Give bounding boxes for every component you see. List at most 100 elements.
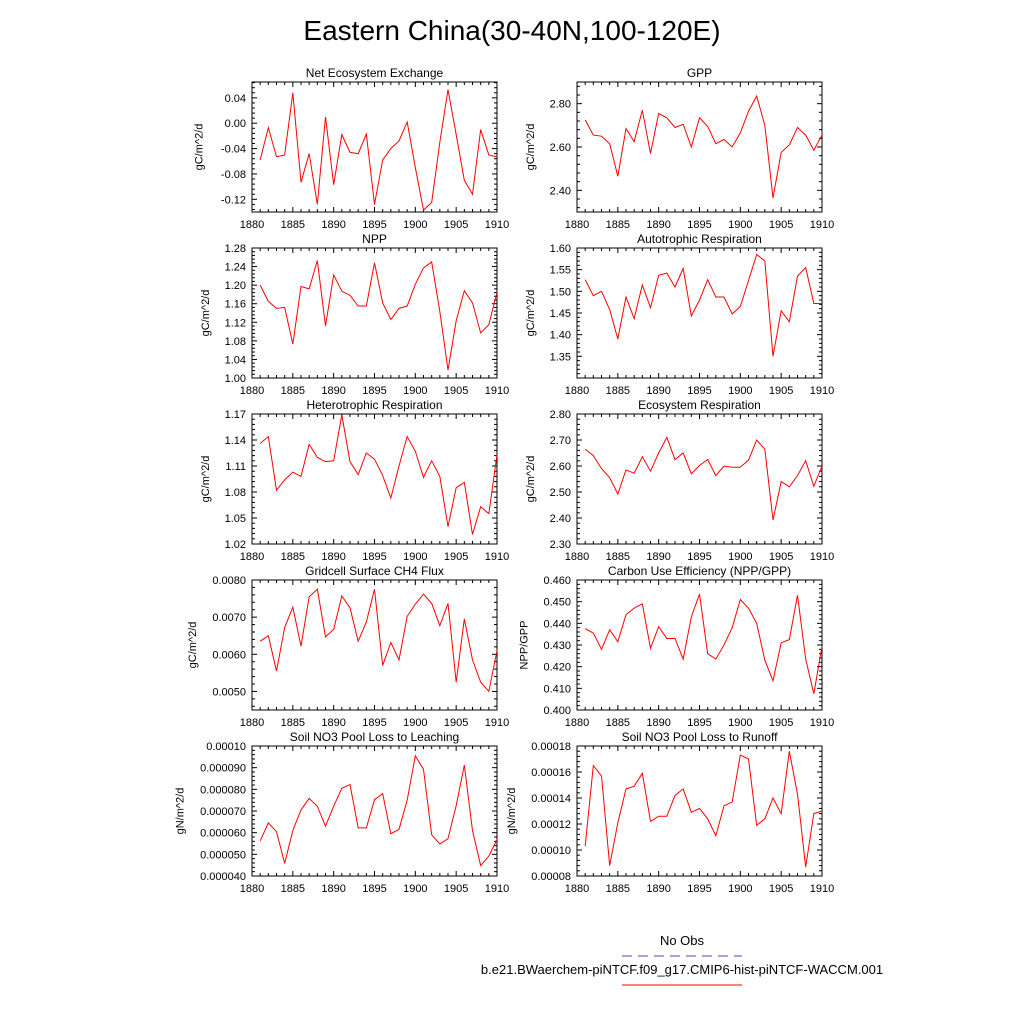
x-tick-label: 1890 bbox=[321, 883, 345, 895]
y-tick-label: 0.420 bbox=[543, 662, 571, 674]
panel-autotrophic-respiration: Autotrophic Respiration 1880 1885 1890 1895 1… bbox=[525, 232, 834, 397]
y-tick-label: 0.0050 bbox=[212, 686, 246, 698]
y-tick-label: 0.000080 bbox=[200, 784, 246, 796]
x-tick-label: 1880 bbox=[565, 219, 589, 231]
series-line bbox=[259, 754, 498, 867]
panel-title: Ecosystem Respiration bbox=[638, 398, 761, 412]
x-tick-label: 1895 bbox=[362, 883, 386, 895]
y-tick-label: 2.40 bbox=[550, 513, 571, 525]
y-tick-label: 0.0070 bbox=[212, 612, 246, 624]
x-tick-label: 1905 bbox=[444, 717, 468, 729]
y-tick-label: 1.16 bbox=[225, 299, 246, 311]
y-tick-label: 0.0080 bbox=[212, 575, 246, 587]
panel-soil-no3-pool-loss-to-runoff: Soil NO3 Pool Loss to Runoff 1880 1885 1890… bbox=[506, 730, 834, 895]
x-tick-label: 1880 bbox=[240, 385, 264, 397]
x-tick-label: 1890 bbox=[646, 219, 670, 231]
panel-title: Autotrophic Respiration bbox=[637, 232, 762, 246]
y-tick-label: 1.20 bbox=[225, 280, 246, 292]
x-tick-label: 1910 bbox=[485, 385, 509, 397]
y-tick-label: 1.50 bbox=[550, 286, 571, 298]
panel-title: Heterotrophic Respiration bbox=[306, 398, 442, 412]
y-axis-label: NPP/GPP bbox=[519, 621, 531, 670]
y-axis-label: gN/m^2/d bbox=[175, 788, 187, 835]
x-tick-label: 1880 bbox=[240, 219, 264, 231]
plot-frame bbox=[251, 81, 498, 213]
y-tick-label: 0.00014 bbox=[531, 793, 571, 805]
panel-npp: NPP 1880 1885 1890 1895 1900 1905 1910 1.00 1.04 1… bbox=[200, 232, 509, 397]
x-tick-label: 1880 bbox=[240, 551, 264, 563]
panel-title: Net Ecosystem Exchange bbox=[306, 66, 444, 80]
y-tick-label: 1.28 bbox=[225, 243, 246, 255]
y-tick-label: 1.12 bbox=[225, 317, 246, 329]
y-tick-label: 0.450 bbox=[543, 597, 571, 609]
series-line bbox=[584, 94, 823, 199]
x-tick-label: 1910 bbox=[810, 717, 834, 729]
panel-gpp: GPP 1880 1885 1890 1895 1900 1905 1910 2.40 2.60 2… bbox=[525, 66, 834, 231]
y-tick-label: -0.08 bbox=[221, 169, 246, 181]
y-axis-label: gC/m^2/d bbox=[194, 124, 206, 171]
legend-label-no-obs: No Obs bbox=[660, 933, 705, 948]
x-tick-label: 1910 bbox=[485, 883, 509, 895]
y-tick-label: 1.35 bbox=[550, 351, 571, 363]
y-tick-label: 2.60 bbox=[550, 461, 571, 473]
x-tick-label: 1910 bbox=[810, 883, 834, 895]
x-tick-label: 1905 bbox=[444, 385, 468, 397]
x-tick-label: 1895 bbox=[687, 219, 711, 231]
y-axis-label: gN/m^2/d bbox=[506, 788, 518, 835]
plot-frame bbox=[251, 579, 498, 711]
series-line bbox=[584, 436, 823, 521]
x-tick-label: 1905 bbox=[444, 883, 468, 895]
x-tick-label: 1910 bbox=[810, 385, 834, 397]
x-tick-label: 1885 bbox=[606, 551, 630, 563]
y-tick-label: 0.000070 bbox=[200, 806, 246, 818]
y-tick-label: 0.000050 bbox=[200, 849, 246, 861]
x-tick-label: 1890 bbox=[321, 219, 345, 231]
x-tick-label: 1885 bbox=[606, 883, 630, 895]
x-tick-label: 1890 bbox=[646, 551, 670, 563]
panel-gridcell-surface-ch4-flux: Gridcell Surface CH4 Flux 1880 1885 1890 189… bbox=[187, 564, 509, 729]
x-tick-label: 1890 bbox=[646, 883, 670, 895]
series-line bbox=[259, 260, 498, 371]
x-tick-label: 1900 bbox=[728, 385, 752, 397]
y-tick-label: 2.70 bbox=[550, 435, 571, 447]
y-tick-label: 1.17 bbox=[225, 409, 246, 421]
panel-title: Soil NO3 Pool Loss to Runoff bbox=[622, 730, 779, 744]
x-tick-label: 1885 bbox=[606, 717, 630, 729]
panel-carbon-use-efficiency-npp-gpp: Carbon Use Efficiency (NPP/GPP) 1880 1885 1… bbox=[519, 564, 835, 729]
y-tick-label: 2.30 bbox=[550, 539, 571, 551]
panel-title: NPP bbox=[362, 232, 387, 246]
x-tick-label: 1895 bbox=[362, 551, 386, 563]
panel-ecosystem-respiration: Ecosystem Respiration 1880 1885 1890 1895 190… bbox=[525, 398, 834, 563]
panel-title: GPP bbox=[687, 66, 712, 80]
y-axis-label: gC/m^2/d bbox=[200, 456, 212, 503]
y-tick-label: 0.000090 bbox=[200, 763, 246, 775]
plot-frame bbox=[576, 413, 823, 545]
y-tick-label: 1.02 bbox=[225, 539, 246, 551]
y-tick-label: 1.08 bbox=[225, 336, 246, 348]
y-tick-label: 0.430 bbox=[543, 640, 571, 652]
x-tick-label: 1905 bbox=[769, 219, 793, 231]
plot-frame bbox=[251, 745, 498, 877]
main-title: Eastern China(30-40N,100-120E) bbox=[303, 15, 720, 46]
x-tick-label: 1880 bbox=[565, 551, 589, 563]
x-tick-label: 1905 bbox=[769, 883, 793, 895]
y-tick-label: 1.08 bbox=[225, 487, 246, 499]
y-tick-label: 1.24 bbox=[225, 262, 246, 274]
y-tick-label: 1.60 bbox=[550, 243, 571, 255]
x-tick-label: 1890 bbox=[646, 385, 670, 397]
x-tick-label: 1890 bbox=[646, 717, 670, 729]
x-tick-label: 1890 bbox=[321, 385, 345, 397]
x-tick-label: 1880 bbox=[565, 385, 589, 397]
y-tick-label: 2.80 bbox=[550, 99, 571, 111]
panel-title: Soil NO3 Pool Loss to Leaching bbox=[290, 730, 459, 744]
y-tick-label: 2.50 bbox=[550, 487, 571, 499]
series-line bbox=[259, 89, 498, 212]
y-tick-label: 0.00008 bbox=[531, 871, 571, 883]
y-tick-label: 0.0060 bbox=[212, 649, 246, 661]
y-tick-label: 0.00010 bbox=[206, 741, 246, 753]
x-tick-label: 1900 bbox=[403, 717, 427, 729]
y-tick-label: 0.440 bbox=[543, 618, 571, 630]
x-tick-label: 1910 bbox=[485, 551, 509, 563]
y-tick-label: 0.00010 bbox=[531, 845, 571, 857]
y-tick-label: 0.000060 bbox=[200, 828, 246, 840]
